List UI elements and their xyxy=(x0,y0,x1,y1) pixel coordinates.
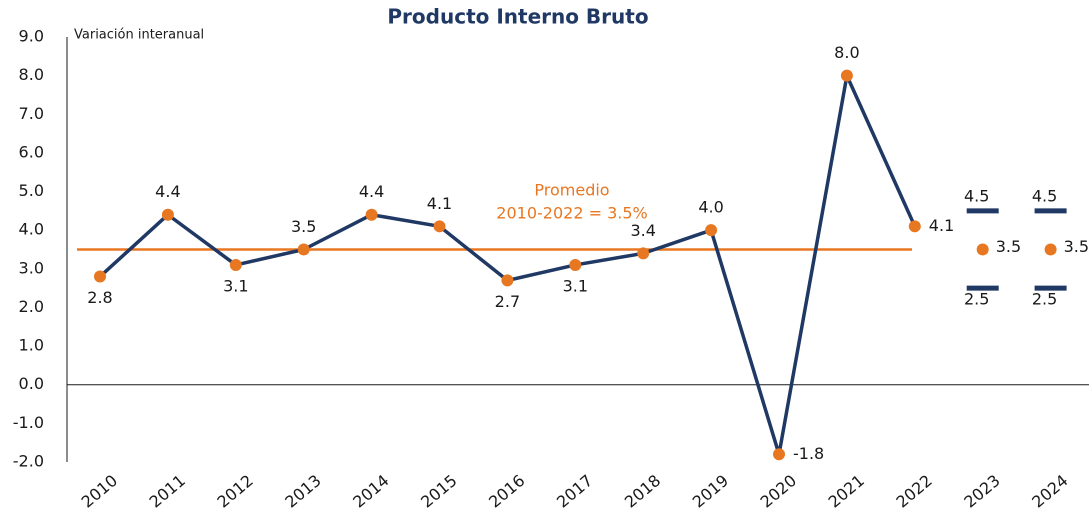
range-label: 4.5 xyxy=(1032,186,1057,205)
x-tick-label: 2022 xyxy=(892,471,935,512)
x-tick-label: 2018 xyxy=(621,471,664,512)
data-point xyxy=(840,69,853,82)
y-tick-label: 3.0 xyxy=(19,258,44,277)
data-label: 4.1 xyxy=(427,194,452,213)
y-tick-label: 4.0 xyxy=(19,220,44,239)
data-point xyxy=(229,258,242,271)
data-point xyxy=(297,243,310,256)
y-tick-label: 9.0 xyxy=(19,27,44,46)
y-tick-label: 1.0 xyxy=(19,336,44,355)
y-tick-label: 6.0 xyxy=(19,142,44,161)
x-tick-label: 2014 xyxy=(349,471,392,512)
data-label: 3.1 xyxy=(223,276,248,295)
x-tick-label: 2024 xyxy=(1028,471,1071,512)
y-tick-label: 8.0 xyxy=(19,65,44,84)
data-point xyxy=(705,224,718,237)
x-tick-label: 2023 xyxy=(960,471,1003,512)
x-tick-label: 2010 xyxy=(78,471,121,512)
data-point xyxy=(161,208,174,221)
data-label: 4.4 xyxy=(155,182,180,201)
data-point xyxy=(501,274,514,287)
chart-title: Producto Interno Bruto xyxy=(387,5,648,29)
data-label: 3.5 xyxy=(291,217,316,236)
data-label: 4.4 xyxy=(359,182,384,201)
average-label: 2010-2022 = 3.5% xyxy=(496,204,647,223)
forecast-label: 3.5 xyxy=(996,237,1021,256)
data-point xyxy=(908,220,921,233)
data-label: -1.8 xyxy=(793,444,824,463)
forecast-label: 3.5 xyxy=(1064,237,1089,256)
x-tick-label: 2016 xyxy=(485,471,528,512)
data-point xyxy=(433,220,446,233)
data-label: 4.0 xyxy=(698,198,723,217)
forecast-point xyxy=(1044,243,1057,256)
x-tick-label: 2020 xyxy=(757,471,800,512)
data-label: 3.1 xyxy=(563,276,588,295)
y-tick-label: 7.0 xyxy=(19,104,44,123)
range-label: 2.5 xyxy=(964,290,989,309)
data-point xyxy=(569,258,582,271)
x-tick-label: 2011 xyxy=(146,471,189,512)
x-tick-label: 2013 xyxy=(281,471,324,512)
data-label: 2.7 xyxy=(495,292,520,311)
data-point xyxy=(365,208,378,221)
data-label: 2.8 xyxy=(87,288,112,307)
y-axis-label: Variación interanual xyxy=(74,28,204,43)
data-point xyxy=(773,448,785,461)
x-tick-label: 2019 xyxy=(689,471,732,512)
data-label: 4.1 xyxy=(929,216,954,235)
x-tick-label: 2012 xyxy=(213,471,256,512)
range-label: 2.5 xyxy=(1032,290,1057,309)
y-tick-label: -2.0 xyxy=(13,452,44,471)
y-tick-label: 2.0 xyxy=(19,297,44,316)
forecast-point xyxy=(976,243,989,256)
x-tick-label: 2015 xyxy=(417,471,460,512)
series-line xyxy=(98,73,917,457)
data-point xyxy=(637,247,650,260)
average-label: Promedio xyxy=(534,181,609,200)
y-tick-label: -1.0 xyxy=(13,413,44,432)
y-tick-label: 0.0 xyxy=(19,374,44,393)
data-point xyxy=(94,270,106,283)
y-tick-label: 5.0 xyxy=(19,181,44,200)
x-tick-label: 2017 xyxy=(553,471,596,512)
data-label: 8.0 xyxy=(834,43,859,62)
x-tick-label: 2021 xyxy=(825,471,868,512)
range-label: 4.5 xyxy=(964,186,989,205)
data-label: 3.4 xyxy=(630,221,655,240)
